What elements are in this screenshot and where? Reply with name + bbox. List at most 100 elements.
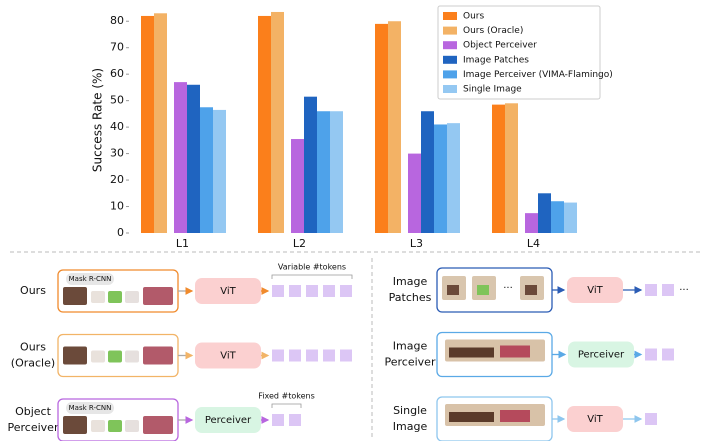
token bbox=[662, 284, 674, 296]
token bbox=[645, 413, 657, 425]
y-tick-label: 20 bbox=[110, 173, 124, 186]
crop bbox=[63, 346, 87, 365]
encoder-box bbox=[195, 407, 261, 433]
crop bbox=[143, 416, 173, 434]
legend-label: Object Perceiver bbox=[463, 41, 537, 51]
token bbox=[662, 348, 674, 361]
token bbox=[645, 348, 657, 361]
token-note: Fixed #tokens bbox=[258, 392, 315, 401]
y-tick-label: 30 bbox=[110, 147, 124, 160]
token bbox=[289, 285, 301, 297]
legend-label: Image Patches bbox=[463, 55, 529, 65]
x-tick-label: L2 bbox=[293, 237, 306, 250]
scene-object bbox=[500, 345, 530, 358]
token bbox=[306, 349, 318, 362]
encoder-label: Perceiver bbox=[205, 415, 252, 426]
legend-label: Ours (Oracle) bbox=[463, 26, 523, 36]
encoder-box bbox=[568, 341, 634, 368]
bracket bbox=[271, 274, 353, 279]
bar bbox=[174, 82, 187, 233]
encoder-label: Perceiver bbox=[578, 350, 625, 361]
bar bbox=[388, 21, 401, 234]
crop bbox=[143, 346, 173, 365]
encoder-box bbox=[195, 278, 261, 304]
token bbox=[645, 284, 657, 296]
scene-object bbox=[449, 412, 494, 422]
token bbox=[340, 349, 352, 362]
bar bbox=[291, 139, 304, 233]
x-tick-label: L4 bbox=[527, 237, 540, 250]
bar bbox=[200, 107, 213, 233]
token bbox=[272, 414, 284, 426]
bar bbox=[434, 124, 447, 233]
row-label: Single bbox=[393, 404, 427, 417]
crop bbox=[108, 350, 122, 363]
crop bbox=[108, 291, 122, 303]
legend-swatch bbox=[443, 70, 457, 79]
tag-box bbox=[66, 402, 114, 414]
token bbox=[289, 349, 301, 362]
bar bbox=[564, 202, 577, 233]
bracket bbox=[271, 403, 302, 408]
bar bbox=[213, 109, 226, 233]
y-tick-label: 50 bbox=[110, 94, 124, 107]
row-label: Patches bbox=[389, 291, 432, 304]
y-tick-label: 0 bbox=[117, 226, 124, 239]
legend-swatch bbox=[443, 41, 457, 50]
crop bbox=[91, 350, 105, 363]
bar bbox=[141, 15, 154, 233]
token bbox=[289, 414, 301, 426]
legend-box bbox=[437, 5, 601, 100]
bar bbox=[408, 153, 421, 233]
patch-object bbox=[447, 285, 459, 295]
bar bbox=[187, 84, 200, 233]
bar bbox=[271, 11, 284, 234]
crop bbox=[63, 287, 87, 305]
legend-label: Ours bbox=[463, 12, 484, 22]
crop bbox=[125, 420, 139, 432]
token bbox=[323, 349, 335, 362]
bar bbox=[317, 111, 330, 233]
scene-object bbox=[449, 347, 494, 358]
crop bbox=[63, 416, 87, 434]
row-label: Image bbox=[393, 275, 428, 288]
legend-swatch bbox=[443, 85, 457, 93]
legend-label: Image Perceiver (VIMA-Flamingo) bbox=[463, 70, 613, 80]
y-tick-label: 70 bbox=[110, 41, 124, 54]
y-axis-title: Success Rate (%) bbox=[91, 68, 105, 172]
x-tick-label: L1 bbox=[176, 237, 189, 250]
crop bbox=[91, 420, 105, 432]
encoder-box bbox=[567, 406, 623, 432]
legend-swatch bbox=[443, 12, 457, 20]
token bbox=[272, 285, 284, 297]
bar bbox=[525, 213, 538, 233]
bar bbox=[154, 13, 167, 234]
bar bbox=[375, 23, 388, 233]
crop bbox=[143, 287, 173, 305]
tag-label: Mask R-CNN bbox=[69, 404, 112, 412]
row-label: Perceiver bbox=[8, 421, 59, 434]
crop bbox=[108, 420, 122, 432]
encoder-label: ViT bbox=[587, 285, 603, 296]
patch-object bbox=[477, 285, 489, 295]
encoder-box bbox=[567, 277, 623, 303]
bar bbox=[492, 104, 505, 233]
row-label: Perceiver bbox=[385, 356, 436, 369]
legend-swatch bbox=[443, 55, 457, 64]
y-tick-label: 60 bbox=[110, 67, 124, 80]
crop bbox=[125, 350, 139, 363]
ellipsis: ··· bbox=[679, 285, 689, 296]
bar bbox=[258, 15, 271, 233]
patch-object bbox=[525, 285, 537, 295]
bar bbox=[505, 103, 518, 233]
encoder-label: ViT bbox=[220, 286, 236, 297]
y-tick-label: 80 bbox=[110, 14, 124, 27]
token bbox=[306, 285, 318, 297]
x-tick-label: L3 bbox=[410, 237, 423, 250]
bar bbox=[421, 111, 434, 233]
row-label: Image bbox=[393, 420, 428, 433]
bar bbox=[330, 111, 343, 233]
row-label: Object bbox=[15, 405, 52, 418]
row-label: Ours bbox=[20, 284, 46, 297]
bar bbox=[538, 193, 551, 233]
